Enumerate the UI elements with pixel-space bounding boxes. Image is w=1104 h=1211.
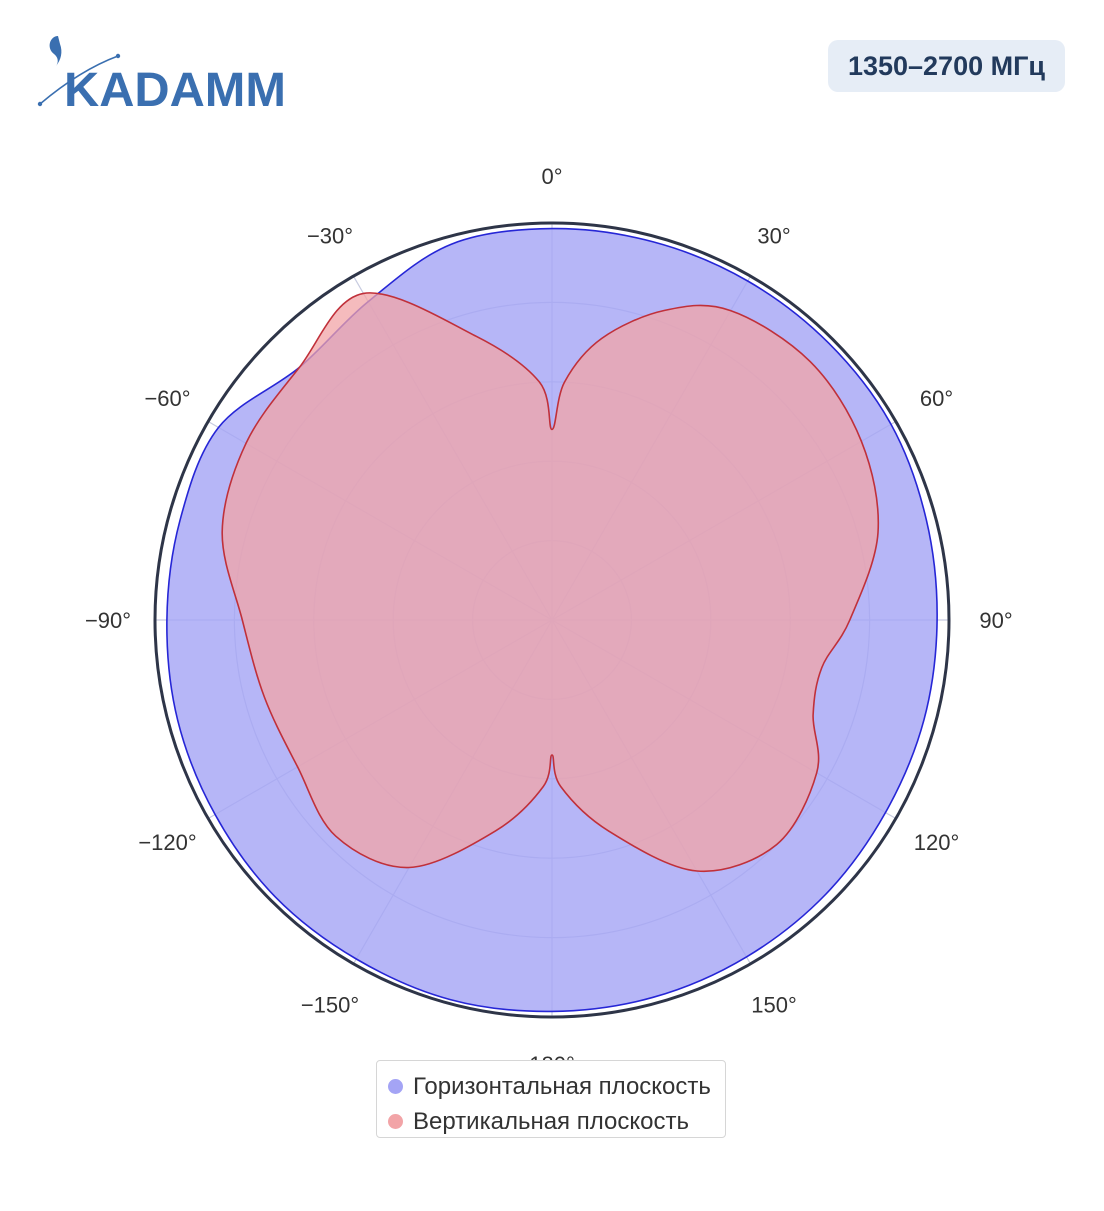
angular-tick-label: 120° xyxy=(914,830,960,855)
angular-tick-label: −60° xyxy=(144,386,190,411)
legend-marker-vertical xyxy=(388,1114,403,1129)
legend-label-horizontal: Горизонтальная плоскость xyxy=(413,1072,711,1100)
series-vertical xyxy=(221,292,880,873)
legend-item-vertical[interactable]: Вертикальная плоскость xyxy=(377,1104,725,1139)
angular-tick-label: 0° xyxy=(541,164,562,189)
angular-tick-label: −120° xyxy=(138,830,196,855)
angular-tick-label: 90° xyxy=(979,608,1012,633)
angular-tick-label: 30° xyxy=(757,224,790,249)
angular-tick-labels: 0° 30° 60° 90° 120° 150° 180° −150° −120° −90° −60… xyxy=(85,164,1013,1060)
angular-tick-label: 180° xyxy=(529,1052,575,1060)
legend-label-vertical: Вертикальная плоскость xyxy=(413,1107,689,1135)
legend-item-horizontal[interactable]: Горизонтальная плоскость xyxy=(377,1069,725,1104)
polar-chart: 0° 30° 60° 90° 120° 150° 180° −150° −120° −90° −60… xyxy=(85,164,1013,1060)
kadamm-logo: KADAMM xyxy=(37,36,286,114)
angular-tick-label: −90° xyxy=(85,608,131,633)
frequency-badge: 1350–2700 МГц xyxy=(827,40,1065,92)
angular-tick-label: 150° xyxy=(751,993,797,1018)
logo-arc xyxy=(39,55,119,105)
logo-arc-dot-right xyxy=(115,53,121,59)
outer-ring xyxy=(153,221,951,1019)
angular-tick-label: 60° xyxy=(920,386,953,411)
logo-wordmark: KADAMM xyxy=(64,64,286,114)
series-layer xyxy=(166,227,938,1013)
series-area-vertical xyxy=(221,292,880,873)
angular-tick-label: −150° xyxy=(301,993,359,1018)
legend-marker-horizontal xyxy=(388,1079,403,1094)
logo-swoosh xyxy=(49,36,62,66)
logo-arc-dot-left xyxy=(37,101,43,107)
angular-tick-label: −30° xyxy=(307,224,353,249)
chart-legend: Горизонтальная плоскость Вертикальная пл… xyxy=(376,1060,726,1138)
